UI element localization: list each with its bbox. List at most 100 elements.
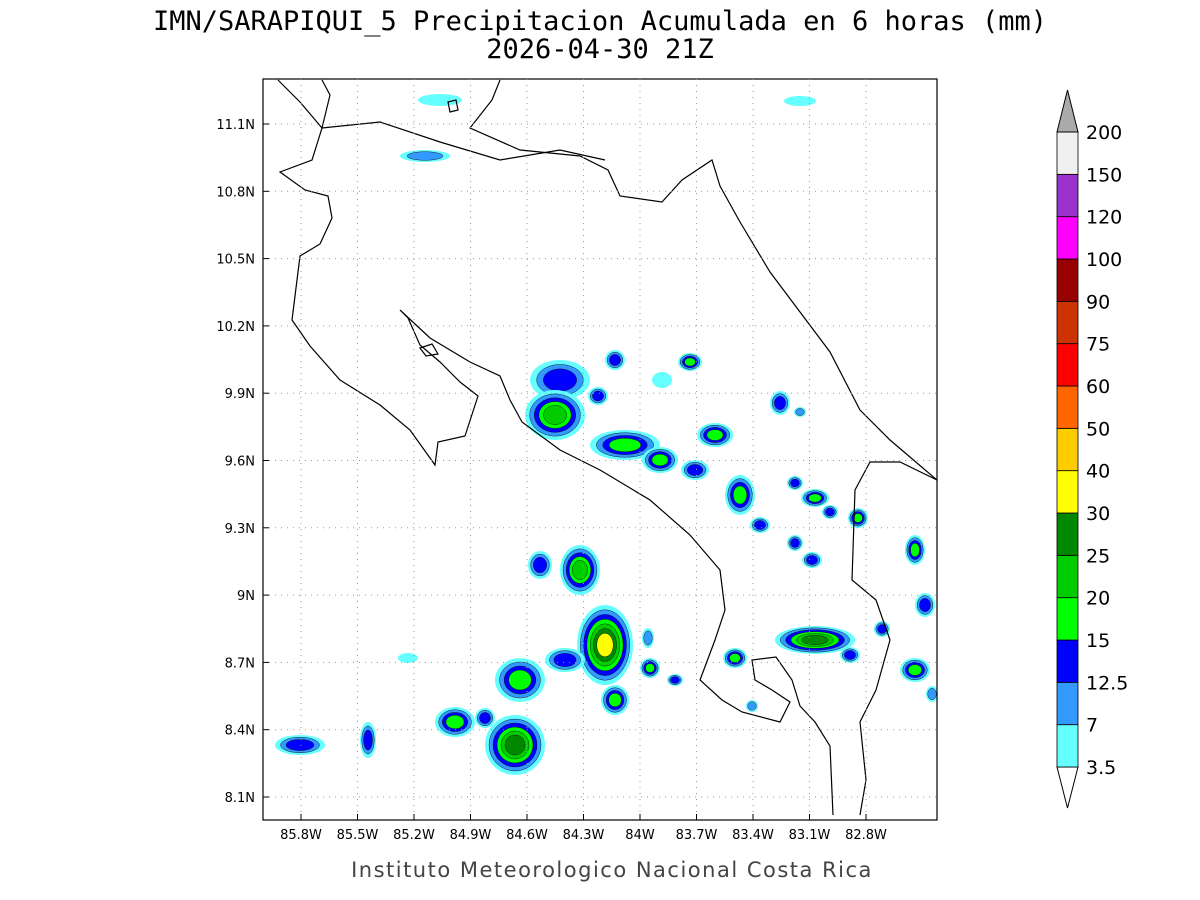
colorbar-label: 20 (1086, 588, 1110, 610)
precip-cell (687, 464, 703, 476)
precip-cell (801, 635, 829, 645)
colorbar-label: 30 (1086, 503, 1110, 525)
colorbar-label: 3.5 (1086, 757, 1116, 779)
precip-cell (543, 368, 577, 392)
lon-label: 84.9W (450, 828, 492, 843)
precip-cell (706, 429, 724, 441)
precip-cell (784, 96, 816, 106)
precipitation-field (275, 94, 937, 775)
colorbar-label: 40 (1086, 461, 1110, 483)
precip-cell (533, 557, 547, 573)
colorbar-segment (1056, 173, 1079, 218)
precip-cell (825, 507, 835, 517)
precip-cell (508, 669, 532, 691)
subtitle: 2026-04-30 21Z (486, 34, 714, 65)
colorbar-label: 60 (1086, 376, 1110, 398)
colorbar-label: 120 (1086, 207, 1122, 229)
colorbar-segment (1056, 724, 1079, 768)
colorbar-segment (1056, 385, 1079, 429)
precip-cell (543, 405, 567, 425)
precip-cell (596, 633, 614, 657)
lat-label: 8.4N (225, 724, 255, 739)
colorbar-segment (1056, 512, 1079, 556)
precip-cell (592, 390, 604, 402)
colorbar-label: 7 (1086, 715, 1098, 737)
precip-cell (729, 653, 741, 663)
precip-cell (285, 739, 315, 751)
lat-label: 9N (237, 589, 255, 604)
lon-label: 84.6W (506, 828, 548, 843)
precip-cell (479, 712, 491, 724)
panama-border (851, 461, 937, 816)
colorbar: 3.5 7 12.5 15 20 25 30 40 50 60 75 90 100 120 150 200 (1056, 89, 1128, 809)
lon-label: 84W (625, 828, 655, 843)
precip-cell (504, 734, 526, 756)
colorbar-label: 90 (1086, 291, 1110, 313)
colorbar-segment (1056, 131, 1079, 175)
precip-cell (670, 676, 680, 684)
colorbar-label: 200 (1086, 122, 1122, 144)
precip-cell (806, 555, 818, 565)
precip-cell (398, 653, 418, 663)
precip-cell (927, 688, 937, 700)
precip-cell (418, 94, 462, 106)
colorbar-segment (1056, 427, 1079, 472)
colorbar-segment (1056, 597, 1079, 641)
colorbar-label: 12.5 (1086, 672, 1128, 694)
colorbar-label: 75 (1086, 334, 1110, 356)
precip-cell (732, 485, 748, 505)
precip-cell (844, 650, 856, 660)
precip-cell (553, 653, 577, 667)
colorbar-segment (1056, 343, 1079, 387)
lat-label: 9.9N (225, 387, 255, 402)
pacific-coast (277, 79, 834, 816)
lon-label: 85.5W (337, 828, 379, 843)
precip-cell (684, 357, 696, 367)
footer: Instituto Meteorologico Nacional Costa R… (351, 858, 873, 882)
precip-cell (790, 478, 800, 488)
precip-cell (406, 151, 444, 161)
lon-label: 83.1W (789, 828, 831, 843)
precip-cell (652, 372, 672, 388)
lat-label: 9.3N (225, 522, 255, 537)
colorbar-segment (1056, 258, 1079, 302)
title: IMN/SARAPIQUI_5 Precipitacion Acumulada … (153, 6, 1047, 37)
precip-cell (853, 513, 863, 523)
colorbar-label: 25 (1086, 545, 1110, 567)
colorbar-segment (1056, 639, 1079, 683)
precip-cell (363, 729, 373, 751)
lat-label: 10.2N (216, 320, 255, 335)
lat-label: 10.5N (216, 253, 255, 268)
lat-label: 9.6N (225, 455, 255, 470)
precip-cell (790, 538, 800, 548)
lat-label: 10.8N (216, 185, 255, 200)
lon-label: 85.8W (280, 828, 322, 843)
colorbar-label: 15 (1086, 630, 1110, 652)
precip-cell (609, 354, 621, 366)
colorbar-label: 50 (1086, 418, 1110, 440)
colorbar-label: 100 (1086, 249, 1122, 271)
colorbar-below (1056, 766, 1079, 809)
lat-label: 8.7N (225, 656, 255, 671)
precip-cell (445, 714, 465, 730)
lon-label: 85.2W (393, 828, 435, 843)
lon-label: 83.7W (676, 828, 718, 843)
colorbar-above (1056, 89, 1079, 133)
colorbar-segment (1056, 300, 1079, 345)
map-frame (262, 78, 938, 821)
precip-cell (907, 664, 923, 676)
lon-label: 84.3W (563, 828, 605, 843)
island (419, 99, 459, 357)
colorbar-segment (1056, 681, 1079, 726)
lon-label: 83.4W (732, 828, 774, 843)
lat-label: 8.1N (225, 791, 255, 806)
precip-cell (774, 396, 786, 410)
precip-cell (608, 692, 622, 708)
precip-cell (608, 437, 642, 453)
colorbar-segment (1056, 470, 1079, 514)
precip-cell (645, 663, 655, 673)
precip-cell (808, 493, 822, 503)
precip-cell (754, 520, 766, 530)
precip-cell (747, 701, 757, 711)
